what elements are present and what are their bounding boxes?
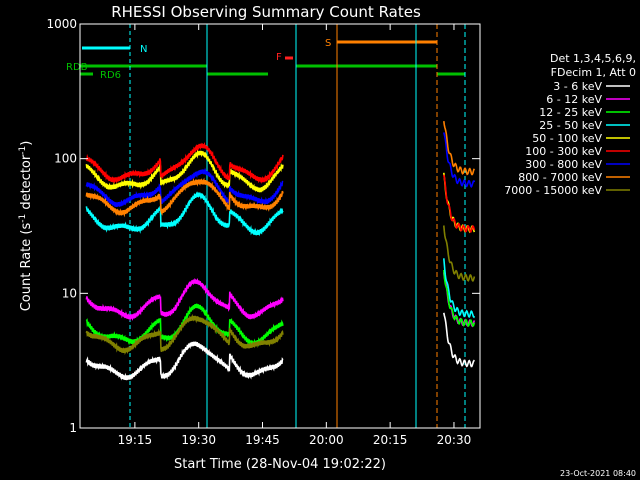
y-axis-label-sup1: -1 [18, 214, 28, 223]
y-axis-label-main: Count Rate (s [19, 223, 34, 312]
series-line-4 [85, 148, 284, 193]
legend-label-2: 12 - 25 keV [539, 106, 602, 119]
x-tick-label-4: 20:15 [373, 433, 408, 447]
series-line-late-7 [443, 120, 476, 176]
y-axis-label-sup2: -1 [18, 146, 28, 155]
y-axis-label-end: ) [19, 141, 34, 146]
y-tick-label-2: 100 [54, 152, 77, 166]
series-line-6 [85, 167, 284, 208]
plot-frame [79, 23, 481, 429]
legend-header-1: FDecim 1, Att 0 [551, 66, 636, 79]
x-tick-label-0: 19:15 [118, 433, 153, 447]
series-line-1 [85, 277, 284, 322]
flag-label-s: S [325, 38, 331, 49]
flag-label-rd6: RD6 [100, 70, 121, 81]
legend-label-5: 100 - 300 keV [525, 145, 602, 158]
x-tick-label-1: 19:30 [181, 433, 216, 447]
series-line-late-5 [443, 174, 476, 233]
x-axis: 19:15 19:30 19:45 20:00 20:15 20:30 [118, 24, 472, 447]
footer-date: 23-Oct-2021 08:40 [560, 469, 636, 478]
observing-flags: N RDB RD6 F S [66, 24, 466, 428]
series-line-0 [85, 341, 284, 381]
y-tick-label-0: 1 [69, 421, 77, 435]
y-axis-label-mid: detector [19, 154, 34, 214]
legend-label-3: 25 - 50 keV [539, 119, 602, 132]
legend-label-8: 7000 - 15000 keV [504, 184, 602, 197]
y-axis: 1 10 100 1000 [46, 17, 480, 435]
x-tick-label-3: 20:00 [309, 433, 344, 447]
series-line-late-8 [443, 225, 476, 283]
flag-label-f: F [276, 52, 282, 63]
series-line-3 [85, 191, 284, 237]
series-line-late-2 [443, 269, 476, 328]
series-line-8 [85, 313, 284, 356]
x-axis-label: Start Time (28-Nov-04 19:02:22) [174, 457, 386, 472]
legend-label-1: 6 - 12 keV [546, 93, 602, 106]
series-line-5 [85, 141, 284, 184]
legend-header-0: Det 1,3,4,5,6,9, [550, 52, 636, 65]
series-layer [85, 120, 476, 381]
series-line-late-3 [443, 258, 476, 319]
y-tick-label-1: 10 [62, 286, 77, 300]
legend-label-7: 800 - 7000 keV [518, 171, 602, 184]
series-line-late-0 [443, 312, 476, 368]
legend-label-6: 300 - 800 keV [525, 158, 602, 171]
legend-label-4: 50 - 100 keV [532, 132, 602, 145]
x-tick-label-5: 20:30 [437, 433, 472, 447]
flag-label-rdb: RDB [66, 62, 88, 73]
flag-label-n: N [140, 44, 147, 55]
y-axis-label: Count Rate (s-1 detector-1) [18, 141, 34, 312]
legend-label-0: 3 - 6 keV [553, 80, 602, 93]
chart-title: RHESSI Observing Summary Count Rates [111, 3, 421, 21]
series-line-late-6 [443, 132, 476, 189]
y-tick-label-3: 1000 [46, 17, 77, 31]
legend: Det 1,3,4,5,6,9,FDecim 1, Att 03 - 6 keV… [504, 52, 636, 197]
series-line-7 [85, 177, 284, 218]
x-tick-label-2: 19:45 [245, 433, 280, 447]
